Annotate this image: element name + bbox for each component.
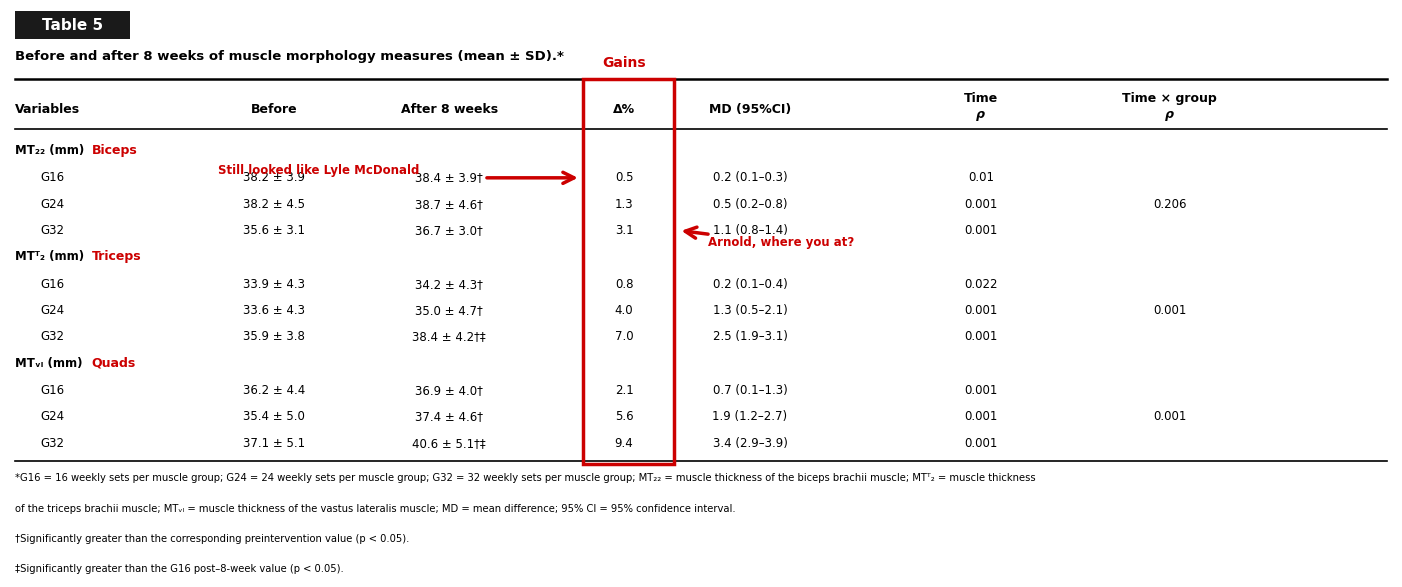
Bar bbox=[583, 79, 674, 464]
Text: Still looked like Lyle McDonald: Still looked like Lyle McDonald bbox=[219, 164, 419, 177]
Text: Before: Before bbox=[251, 103, 297, 116]
Text: 33.9 ± 4.3: 33.9 ± 4.3 bbox=[243, 278, 306, 291]
Text: Time: Time bbox=[963, 93, 998, 106]
Text: 0.8: 0.8 bbox=[615, 278, 634, 291]
Text: 38.4 ± 3.9†: 38.4 ± 3.9† bbox=[415, 171, 484, 184]
Text: 2.1: 2.1 bbox=[614, 384, 634, 397]
Text: 38.4 ± 4.2†‡: 38.4 ± 4.2†‡ bbox=[412, 330, 486, 343]
Text: Time × group: Time × group bbox=[1123, 93, 1217, 106]
Text: G32: G32 bbox=[41, 224, 64, 237]
Text: 3.1: 3.1 bbox=[614, 224, 634, 237]
Text: 0.5 (0.2–0.8): 0.5 (0.2–0.8) bbox=[712, 198, 787, 211]
Text: Δ%: Δ% bbox=[613, 103, 635, 116]
Text: *G16 = 16 weekly sets per muscle group; G24 = 24 weekly sets per muscle group; G: *G16 = 16 weekly sets per muscle group; … bbox=[15, 473, 1036, 483]
Text: 0.001: 0.001 bbox=[965, 224, 998, 237]
Text: 38.7 ± 4.6†: 38.7 ± 4.6† bbox=[415, 198, 484, 211]
Text: 0.001: 0.001 bbox=[1152, 304, 1186, 317]
Text: G32: G32 bbox=[41, 437, 64, 450]
Text: ρ: ρ bbox=[976, 107, 986, 121]
Text: G24: G24 bbox=[41, 198, 64, 211]
Text: 0.001: 0.001 bbox=[965, 304, 998, 317]
Text: 0.001: 0.001 bbox=[965, 437, 998, 450]
Text: MD (95%CI): MD (95%CI) bbox=[709, 103, 791, 116]
Text: 33.6 ± 4.3: 33.6 ± 4.3 bbox=[243, 304, 306, 317]
Text: 37.4 ± 4.6†: 37.4 ± 4.6† bbox=[415, 410, 484, 423]
Text: 35.0 ± 4.7†: 35.0 ± 4.7† bbox=[415, 304, 484, 317]
Bar bbox=[15, 11, 130, 39]
Text: 7.0: 7.0 bbox=[614, 330, 634, 343]
Text: †Significantly greater than the corresponding preintervention value (p < 0.05).: †Significantly greater than the correspo… bbox=[15, 534, 409, 544]
Text: 35.9 ± 3.8: 35.9 ± 3.8 bbox=[244, 330, 306, 343]
Text: 5.6: 5.6 bbox=[614, 410, 634, 423]
Text: of the triceps brachii muscle; MTᵥₗ = muscle thickness of the vastus lateralis m: of the triceps brachii muscle; MTᵥₗ = mu… bbox=[15, 504, 736, 514]
Text: 35.4 ± 5.0: 35.4 ± 5.0 bbox=[244, 410, 306, 423]
Text: 38.2 ± 4.5: 38.2 ± 4.5 bbox=[243, 198, 306, 211]
Text: G16: G16 bbox=[41, 384, 64, 397]
Text: 9.4: 9.4 bbox=[614, 437, 634, 450]
Text: MTᵀ₂ (mm): MTᵀ₂ (mm) bbox=[15, 250, 84, 263]
Text: 0.01: 0.01 bbox=[967, 171, 994, 184]
Text: ‡Significantly greater than the G16 post–8-week value (p < 0.05).: ‡Significantly greater than the G16 post… bbox=[15, 564, 343, 574]
Text: 40.6 ± 5.1†‡: 40.6 ± 5.1†‡ bbox=[412, 437, 486, 450]
Text: 0.001: 0.001 bbox=[965, 198, 998, 211]
Text: Quads: Quads bbox=[91, 356, 136, 370]
Text: 37.1 ± 5.1: 37.1 ± 5.1 bbox=[243, 437, 306, 450]
Text: G32: G32 bbox=[41, 330, 64, 343]
Text: Variables: Variables bbox=[15, 103, 80, 116]
Text: 2.5 (1.9–3.1): 2.5 (1.9–3.1) bbox=[712, 330, 788, 343]
Text: MTᵥₗ (mm): MTᵥₗ (mm) bbox=[15, 356, 83, 370]
Text: Biceps: Biceps bbox=[91, 144, 137, 157]
Text: 0.2 (0.1–0.3): 0.2 (0.1–0.3) bbox=[712, 171, 788, 184]
Text: Arnold, where you at?: Arnold, where you at? bbox=[708, 235, 854, 248]
Text: 0.001: 0.001 bbox=[1152, 410, 1186, 423]
Text: 0.7 (0.1–1.3): 0.7 (0.1–1.3) bbox=[712, 384, 788, 397]
Text: 1.3 (0.5–2.1): 1.3 (0.5–2.1) bbox=[712, 304, 788, 317]
Text: 0.206: 0.206 bbox=[1152, 198, 1186, 211]
Text: 0.5: 0.5 bbox=[615, 171, 634, 184]
Text: 0.001: 0.001 bbox=[965, 384, 998, 397]
Text: 1.1 (0.8–1.4): 1.1 (0.8–1.4) bbox=[712, 224, 788, 237]
Text: 36.2 ± 4.4: 36.2 ± 4.4 bbox=[243, 384, 306, 397]
Text: G24: G24 bbox=[41, 304, 64, 317]
Text: Table 5: Table 5 bbox=[42, 18, 104, 33]
Text: 0.001: 0.001 bbox=[965, 410, 998, 423]
Text: G16: G16 bbox=[41, 171, 64, 184]
Text: Triceps: Triceps bbox=[91, 250, 142, 263]
Text: 1.9 (1.2–2.7): 1.9 (1.2–2.7) bbox=[712, 410, 788, 423]
Text: 35.6 ± 3.1: 35.6 ± 3.1 bbox=[243, 224, 306, 237]
Text: G16: G16 bbox=[41, 278, 64, 291]
Text: 0.022: 0.022 bbox=[965, 278, 998, 291]
Text: 4.0: 4.0 bbox=[614, 304, 634, 317]
Text: 3.4 (2.9–3.9): 3.4 (2.9–3.9) bbox=[712, 437, 788, 450]
Text: 1.3: 1.3 bbox=[614, 198, 634, 211]
Text: 0.001: 0.001 bbox=[965, 330, 998, 343]
Text: After 8 weeks: After 8 weeks bbox=[401, 103, 498, 116]
Text: Before and after 8 weeks of muscle morphology measures (mean ± SD).*: Before and after 8 weeks of muscle morph… bbox=[15, 50, 564, 63]
Text: Gains: Gains bbox=[603, 56, 646, 70]
Text: G24: G24 bbox=[41, 410, 64, 423]
Text: 36.7 ± 3.0†: 36.7 ± 3.0† bbox=[415, 224, 484, 237]
Text: MT₂₂ (mm): MT₂₂ (mm) bbox=[15, 144, 84, 157]
Text: 38.2 ± 3.9: 38.2 ± 3.9 bbox=[243, 171, 306, 184]
Text: 36.9 ± 4.0†: 36.9 ± 4.0† bbox=[415, 384, 484, 397]
Text: 0.2 (0.1–0.4): 0.2 (0.1–0.4) bbox=[712, 278, 788, 291]
Text: ρ: ρ bbox=[1165, 107, 1175, 121]
Text: 34.2 ± 4.3†: 34.2 ± 4.3† bbox=[415, 278, 484, 291]
